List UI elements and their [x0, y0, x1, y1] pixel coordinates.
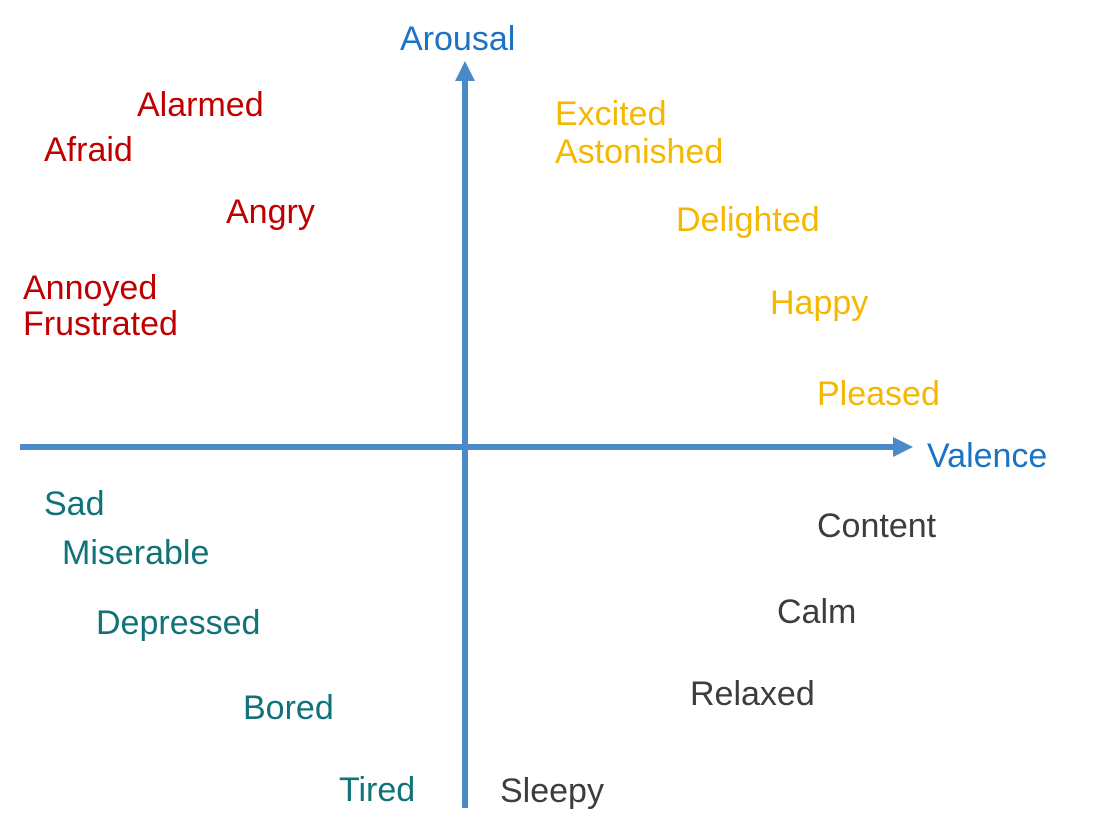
word-happy: Happy	[770, 284, 869, 322]
valence-axis-label: Valence	[927, 437, 1048, 475]
word-tired: Tired	[339, 771, 416, 809]
arousal-axis-label: Arousal	[400, 20, 516, 58]
word-miserable: Miserable	[62, 534, 210, 572]
word-pleased: Pleased	[817, 375, 940, 413]
word-delighted: Delighted	[676, 201, 820, 239]
word-depressed: Depressed	[96, 604, 261, 642]
word-sleepy: Sleepy	[500, 772, 604, 810]
word-astonished: Astonished	[555, 133, 724, 171]
word-calm: Calm	[777, 593, 857, 631]
word-excited: Excited	[555, 95, 667, 133]
word-afraid: Afraid	[44, 131, 133, 169]
word-content: Content	[817, 507, 937, 545]
word-relaxed: Relaxed	[690, 675, 815, 713]
word-sad: Sad	[44, 485, 105, 523]
valence-arrowhead	[893, 437, 913, 457]
word-frustrated: Frustrated	[23, 305, 178, 343]
arousal-arrowhead	[455, 61, 475, 81]
word-angry: Angry	[226, 193, 315, 231]
word-alarmed: Alarmed	[137, 86, 264, 124]
word-bored: Bored	[243, 689, 334, 727]
word-annoyed: Annoyed	[23, 269, 158, 307]
